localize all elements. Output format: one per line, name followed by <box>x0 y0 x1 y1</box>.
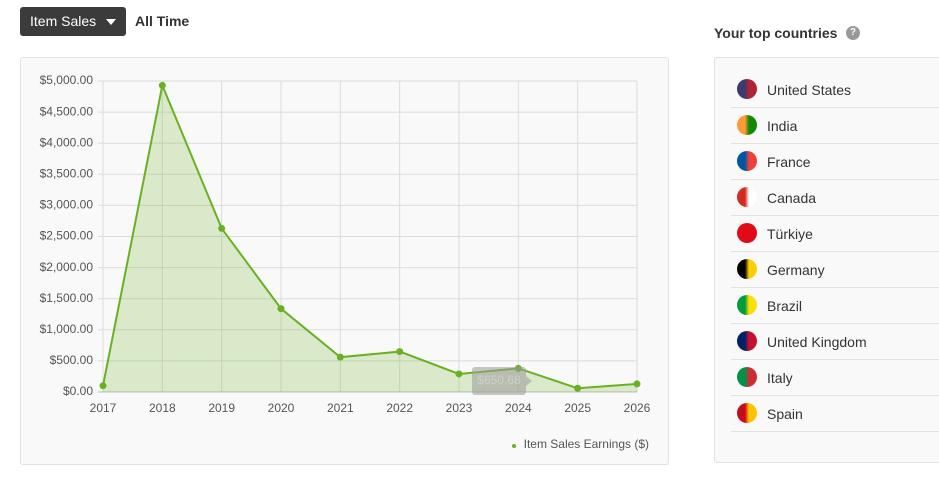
country-name: United States <box>767 82 852 98</box>
country-row: India <box>731 107 939 144</box>
point <box>158 81 166 89</box>
point <box>455 370 463 378</box>
x-tick-label: 2018 <box>149 401 176 415</box>
x-tick-label: 2022 <box>386 401 413 415</box>
point <box>99 382 107 390</box>
flag-icon <box>737 331 757 351</box>
y-tick-label: $5,000.00 <box>40 73 94 87</box>
flag-icon <box>737 223 757 243</box>
country-name: France <box>767 154 811 170</box>
country-row: Türkiye <box>731 215 939 252</box>
country-name: Canada <box>767 190 817 206</box>
legend-marker <box>512 444 516 448</box>
legend-label: Item Sales Earnings ($) <box>524 437 649 451</box>
chart: $0.00 $500.00 $1,000.00 $1,500.00 $2,000.00 $… <box>40 73 651 451</box>
countries-panel: United States India France Canada Türkiye Ger… <box>714 57 939 463</box>
country-name: Brazil <box>767 298 803 314</box>
point <box>574 384 582 392</box>
country-row: United Kingdom <box>731 323 939 360</box>
flag-icon <box>737 259 757 279</box>
tooltip-text: $650.68 <box>477 373 521 387</box>
country-name: Germany <box>767 262 825 278</box>
line <box>102 81 638 390</box>
flag-icon <box>737 367 757 387</box>
y-tick-label: $1,000.00 <box>40 322 94 336</box>
x-tick-label: 2024 <box>505 401 532 415</box>
flag-icon <box>737 79 757 99</box>
dropdown-label: Item Sales <box>30 13 97 29</box>
chart-box: $0.00 $500.00 $1,000.00 $1,500.00 $2,000.00 $… <box>20 57 669 465</box>
country-name: Italy <box>767 370 793 386</box>
country-row: Brazil <box>731 287 939 324</box>
x-tick-label: 2025 <box>564 401 591 415</box>
country-name: United Kingdom <box>767 334 867 350</box>
x-tick-label: 2023 <box>446 401 473 415</box>
country-name: India <box>767 118 798 134</box>
countries-title: Your top countries <box>714 25 838 41</box>
x-tick-label: 2021 <box>327 401 354 415</box>
country-row: Canada <box>731 179 939 216</box>
country-name: Türkiye <box>767 226 813 242</box>
country-row: Spain <box>731 395 939 432</box>
flag-icon <box>737 295 757 315</box>
y-tick-label: $0.00 <box>63 384 93 398</box>
y-tick-label: $3,000.00 <box>40 198 94 212</box>
flag-icon <box>737 151 757 171</box>
country-row: Italy <box>731 359 939 396</box>
caret <box>106 19 116 25</box>
country-row: Germany <box>731 251 939 288</box>
x-tick-label: 2019 <box>208 401 235 415</box>
period-label: All Time <box>135 13 190 29</box>
y-tick-label: $3,500.00 <box>40 166 94 180</box>
y-tick-label: $4,000.00 <box>40 135 94 149</box>
country-row: United States <box>731 71 939 108</box>
tooltip-arrow <box>526 376 532 386</box>
point <box>218 224 226 232</box>
x-tick-label: 2026 <box>624 401 651 415</box>
flag-icon <box>737 115 757 135</box>
y-tick-label: $2,500.00 <box>40 229 94 243</box>
country-name: Spain <box>767 406 803 422</box>
x-tick-label: 2017 <box>90 401 117 415</box>
point <box>336 353 344 361</box>
y-tick-label: $1,500.00 <box>40 291 94 305</box>
tooltip-box <box>472 367 526 395</box>
y-tick-label: $500.00 <box>50 353 94 367</box>
flag-icon <box>737 187 757 207</box>
dropdown[interactable]: Item Sales <box>20 7 126 36</box>
area <box>103 85 637 392</box>
point <box>633 380 641 388</box>
point <box>277 305 285 313</box>
y-tick-label: $2,000.00 <box>40 260 94 274</box>
x-tick-label: 2020 <box>268 401 295 415</box>
flag-icon <box>737 403 757 423</box>
y-tick-label: $4,500.00 <box>40 104 94 118</box>
country-row: France <box>731 143 939 180</box>
help-icon[interactable]: ? <box>846 26 860 40</box>
point <box>396 348 404 356</box>
